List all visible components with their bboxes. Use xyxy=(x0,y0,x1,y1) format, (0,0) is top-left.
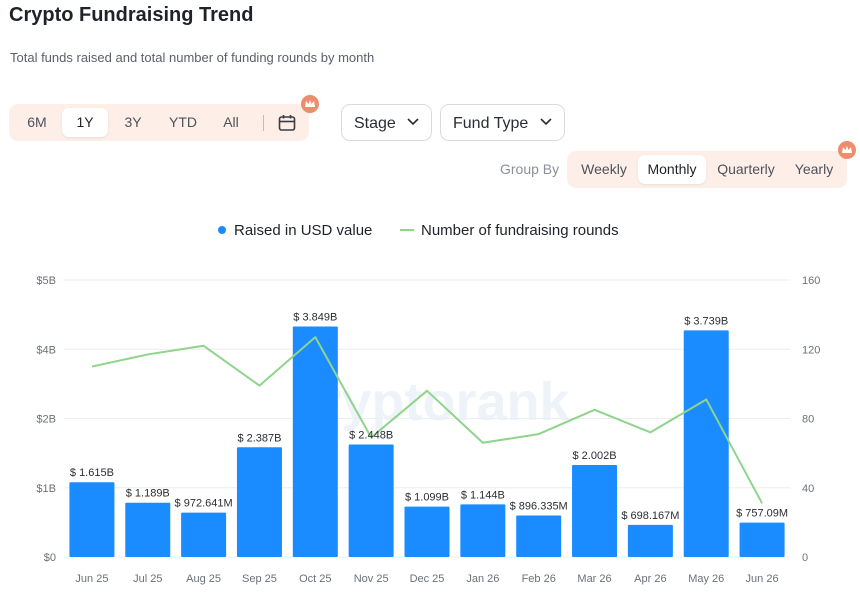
legend-rounds-label: Number of fundraising rounds xyxy=(421,222,619,239)
group-monthly-button[interactable]: Monthly xyxy=(638,155,706,184)
x-tick-label: Apr 26 xyxy=(634,573,666,585)
x-tick-label: Nov 25 xyxy=(354,573,389,585)
bar-value-label: $ 698.167M xyxy=(621,510,679,522)
premium-crown-icon xyxy=(301,95,319,113)
group-quarterly-button[interactable]: Quarterly xyxy=(717,161,775,177)
bar xyxy=(627,524,673,557)
legend-rounds[interactable]: Number of fundraising rounds xyxy=(400,222,619,239)
bar-value-label: $ 1.099B xyxy=(405,492,449,504)
bar-value-label: $ 3.739B xyxy=(684,315,728,327)
bar xyxy=(69,482,115,557)
bar-value-label: $ 1.144B xyxy=(461,489,505,501)
period-3y-button[interactable]: 3Y xyxy=(124,114,142,130)
legend-raised[interactable]: Raised in USD value xyxy=(218,222,372,239)
x-tick-label: Feb 26 xyxy=(522,573,556,585)
x-tick-label: Sep 25 xyxy=(242,573,277,585)
bar xyxy=(236,447,282,557)
page-subtitle: Total funds raised and total number of f… xyxy=(10,50,375,65)
period-ytd-button[interactable]: YTD xyxy=(169,114,197,130)
bar-value-label: $ 2.448B xyxy=(349,430,393,442)
bar xyxy=(181,512,227,557)
period-6m-button[interactable]: 6M xyxy=(27,114,47,130)
period-all-button[interactable]: All xyxy=(223,114,239,130)
bar xyxy=(683,330,729,557)
bar-value-label: $ 896.335M xyxy=(510,500,568,512)
bar xyxy=(460,504,506,557)
fund-type-dropdown[interactable]: Fund Type xyxy=(440,104,565,141)
x-tick-label: Aug 25 xyxy=(186,573,221,585)
group-weekly-button[interactable]: Weekly xyxy=(581,161,627,177)
bar xyxy=(292,326,338,557)
bar-value-label: $ 2.002B xyxy=(573,450,617,462)
legend-line-icon xyxy=(400,229,414,232)
y-right-tick-label: 120 xyxy=(802,344,820,356)
page-title: Crypto Fundraising Trend xyxy=(9,4,254,26)
y-left-tick-label: $1B xyxy=(36,483,56,495)
y-left-tick-label: $2B xyxy=(36,414,56,426)
bar xyxy=(348,444,394,557)
bar xyxy=(516,515,562,557)
group-by-label: Group By xyxy=(500,161,560,177)
chevron-down-icon xyxy=(540,118,552,126)
bar-value-label: $ 757.09M xyxy=(736,508,788,520)
fund-type-dropdown-label: Fund Type xyxy=(453,115,529,132)
y-right-tick-label: 160 xyxy=(802,275,820,287)
period-1y-button[interactable]: 1Y xyxy=(62,108,108,137)
group-by-selector: Weekly Monthly Quarterly Yearly xyxy=(567,151,847,188)
x-tick-label: Mar 26 xyxy=(577,573,611,585)
bar xyxy=(404,506,450,557)
x-tick-label: Jul 25 xyxy=(133,573,162,585)
group-yearly-button[interactable]: Yearly xyxy=(794,161,834,177)
bar xyxy=(739,522,785,557)
bar-value-label: $ 1.615B xyxy=(70,467,114,479)
premium-crown-icon xyxy=(838,141,856,159)
x-tick-label: Jun 25 xyxy=(75,573,108,585)
bar-value-label: $ 3.849B xyxy=(293,312,337,324)
stage-dropdown-label: Stage xyxy=(354,115,396,132)
stage-dropdown[interactable]: Stage xyxy=(341,104,432,141)
bar xyxy=(125,502,171,557)
period-selector: 6M 1Y 3Y YTD All xyxy=(9,104,309,141)
bar-value-label: $ 2.387B xyxy=(237,432,281,444)
x-tick-label: Jan 26 xyxy=(466,573,499,585)
calendar-icon[interactable] xyxy=(277,113,297,133)
fundraising-chart: cryptorank $ 1.615B$ 1.189B$ 972.641M$ 2… xyxy=(36,275,820,585)
legend-dot-icon xyxy=(218,226,226,235)
chevron-down-icon xyxy=(407,118,419,126)
y-left-tick-label: $0 xyxy=(44,552,56,564)
legend-raised-label: Raised in USD value xyxy=(234,222,373,239)
x-tick-label: Dec 25 xyxy=(410,573,445,585)
y-left-tick-label: $5B xyxy=(36,275,56,287)
y-right-tick-label: 80 xyxy=(802,414,814,426)
x-tick-label: Jun 26 xyxy=(746,573,779,585)
period-divider xyxy=(263,115,264,131)
y-left-tick-label: $4B xyxy=(36,344,56,356)
bar xyxy=(572,465,618,557)
x-tick-label: Oct 25 xyxy=(299,573,331,585)
x-tick-label: May 26 xyxy=(688,573,724,585)
y-right-tick-label: 40 xyxy=(802,483,814,495)
y-right-tick-label: 0 xyxy=(802,552,808,564)
bar-value-label: $ 972.641M xyxy=(175,498,233,510)
bar-value-label: $ 1.189B xyxy=(126,488,170,500)
